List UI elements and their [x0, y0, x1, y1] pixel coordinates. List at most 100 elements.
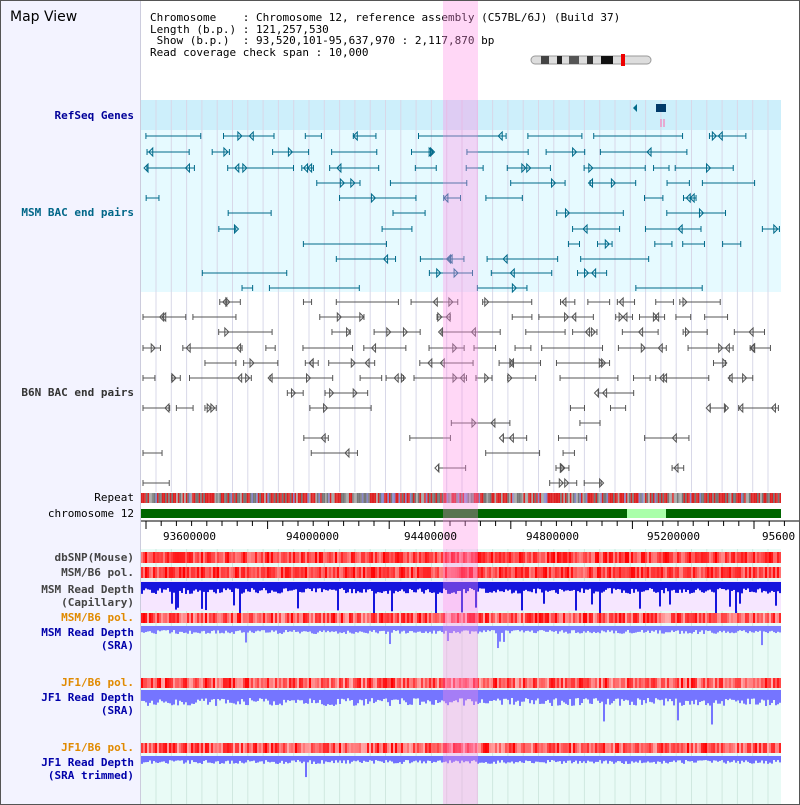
msm-pol2-heat — [411, 613, 413, 623]
msm-sra-depth — [579, 626, 581, 634]
msm-pol2-heat — [353, 613, 355, 623]
jf1-trim-depth — [189, 756, 191, 764]
msm-pol2-heat — [223, 613, 225, 623]
msm-pol-heat — [149, 567, 151, 578]
jf1-pol-heat — [211, 678, 213, 688]
msm-pol-heat — [749, 567, 751, 578]
msm-pol2-heat — [361, 613, 363, 623]
repeat-segment — [361, 493, 364, 503]
msm-sra-depth — [513, 626, 515, 631]
jf1-sra-depth — [689, 690, 691, 705]
msm-sra-depth — [621, 626, 623, 634]
msm-pol2-heat — [455, 613, 457, 623]
label-refseq-genes[interactable]: RefSeq Genes — [54, 109, 134, 122]
msm-sra-depth — [673, 626, 675, 632]
jf1-pol2-heat — [481, 743, 483, 753]
dbsnp-heat — [767, 552, 769, 563]
jf1-sra-depth — [513, 690, 515, 705]
dbsnp-heat — [657, 552, 659, 563]
jf1-pol-heat — [165, 678, 167, 688]
dbsnp-heat — [543, 552, 545, 563]
chromosome-ideogram[interactable] — [529, 54, 653, 66]
jf1-pol2-heat — [531, 743, 533, 753]
dbsnp-heat — [439, 552, 441, 563]
msm-pol2-heat — [321, 613, 323, 623]
jf1-pol2-heat — [625, 743, 627, 753]
jf1-sra-depth — [301, 690, 303, 701]
jf1-pol-heat — [159, 678, 161, 688]
msm-cap-depth — [337, 582, 339, 611]
label-msm-depth-sra[interactable]: MSM Read Depth — [41, 626, 134, 639]
label-jf1-depth-trim[interactable]: JF1 Read Depth — [41, 756, 134, 769]
bac-feature-arrow — [350, 177, 356, 189]
msm-pol-heat — [185, 567, 187, 578]
msm-cap-depth — [395, 582, 397, 591]
jf1-trim-depth — [769, 756, 771, 763]
repeat-segment — [267, 493, 269, 503]
label-jf1-pol-1[interactable]: JF1/B6 pol. — [61, 676, 134, 689]
jf1-pol-heat — [573, 678, 575, 688]
label-msm-pol-1[interactable]: MSM/B6 pol. — [61, 566, 134, 579]
msm-pol-heat — [403, 567, 405, 578]
msm-sra-depth — [263, 626, 265, 631]
label-b6n-bac[interactable]: B6N BAC end pairs — [21, 386, 134, 399]
label-dbsnp[interactable]: dbSNP(Mouse) — [54, 551, 134, 564]
jf1-sra-depth — [779, 690, 781, 703]
msm-cap-depth — [211, 582, 213, 590]
msm-pol-heat — [505, 567, 507, 578]
label-msm-pol-2[interactable]: MSM/B6 pol. — [61, 611, 134, 624]
repeat-segment — [357, 493, 359, 503]
b6n-feature-arrow — [601, 357, 607, 369]
msm-pol2-heat — [305, 613, 307, 623]
jf1-pol-heat — [339, 678, 341, 688]
jf1-sra-depth — [763, 690, 765, 701]
jf1-pol-heat — [475, 678, 477, 688]
jf1-pol-heat — [157, 678, 159, 688]
jf1-trim-depth — [563, 756, 565, 762]
jf1-sra-depth — [739, 690, 741, 704]
dbsnp-heat — [691, 552, 693, 563]
jf1-trim-depth — [751, 756, 753, 764]
msm-pol-heat — [407, 567, 409, 578]
msm-sra-depth — [287, 626, 289, 633]
msm-cap-depth — [279, 582, 281, 594]
msm-pol2-heat — [395, 613, 397, 623]
dbsnp-heat — [473, 552, 475, 563]
dbsnp-heat — [483, 552, 485, 563]
selected-region-highlight[interactable] — [443, 1, 478, 804]
dbsnp-heat — [655, 552, 657, 563]
msm-pol2-heat — [509, 613, 511, 623]
msm-cap-depth — [635, 582, 637, 590]
msm-sra-depth — [243, 626, 245, 633]
msm-cap-depth — [735, 582, 737, 614]
dbsnp-heat — [397, 552, 399, 563]
dbsnp-heat — [689, 552, 691, 563]
label-msm-depth-cap[interactable]: MSM Read Depth — [41, 583, 134, 596]
msm-sra-depth — [779, 626, 781, 633]
jf1-sra-depth — [473, 690, 475, 705]
jf1-pol2-heat — [421, 743, 423, 753]
jf1-trim-depth — [273, 756, 275, 762]
label-jf1-depth-sra[interactable]: JF1 Read Depth — [41, 691, 134, 704]
msm-pol2-heat — [643, 613, 645, 623]
msm-pol-heat — [461, 567, 463, 578]
jf1-pol-heat — [313, 678, 315, 688]
msm-sra-depth — [535, 626, 537, 634]
label-jf1-pol-2[interactable]: JF1/B6 pol. — [61, 741, 134, 754]
label-msm-bac[interactable]: MSM BAC end pairs — [21, 206, 134, 219]
msm-pol2-heat — [593, 613, 595, 623]
jf1-pol2-heat — [659, 743, 661, 753]
jf1-sra-depth — [451, 690, 453, 703]
msm-cap-depth — [541, 582, 543, 593]
jf1-pol2-heat — [511, 743, 513, 753]
jf1-pol2-heat — [173, 743, 175, 753]
msm-sra-depth — [375, 626, 377, 633]
jf1-pol-heat — [379, 678, 381, 688]
jf1-sra-depth — [573, 690, 575, 706]
jf1-pol-heat — [267, 678, 269, 688]
repeat-segment — [504, 493, 506, 503]
dbsnp-heat — [259, 552, 261, 563]
msm-cap-depth — [441, 582, 443, 594]
jf1-trim-depth — [501, 756, 503, 761]
